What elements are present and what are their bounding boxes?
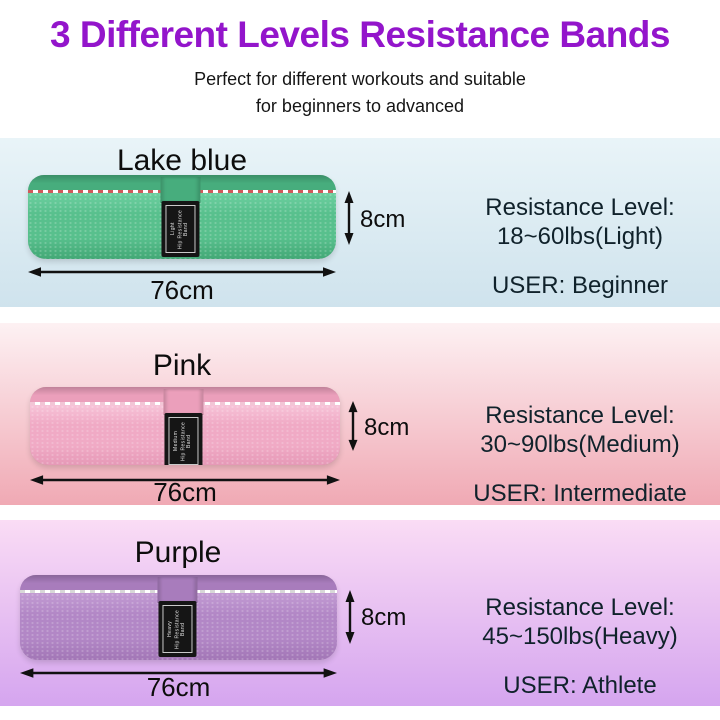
band-tag-text: Heavy Hip Resistance Band [161,605,192,653]
section-divider [0,505,720,520]
width-arrow-icon [28,267,336,277]
subtitle-line-1: Perfect for different workouts and suita… [194,69,526,89]
arrow-head [345,632,355,644]
band-info: Resistance Level: 45~150lbs(Heavy) USER:… [443,593,717,700]
arrow-head [326,475,340,485]
band-tag-loop [160,177,201,203]
width-dimension-label: 76cm [153,477,217,507]
band-info: Resistance Level: 30~90lbs(Medium) USER:… [443,401,717,508]
height-dimension-label: 8cm [360,206,406,233]
resistance-level-title: Resistance Level: [485,402,675,429]
width-arrow-icon [30,475,340,485]
section-purple: Purple Heavy Hip Resistance Band 8cm 76c [0,520,720,706]
arrow-head [344,233,354,245]
height-arrow-icon [348,401,358,451]
width-dimension-label: 76cm [146,672,211,702]
subtitle-line-2: for beginners to advanced [255,96,465,116]
arrow-head [28,267,41,277]
height-dimension-label: 8cm [364,414,410,441]
section-divider [0,307,720,323]
resistance-band-image: Medium Hip Resistance Band [30,387,340,465]
band-tag: Medium Hip Resistance Band [164,413,203,465]
page-title: 3 Different Levels Resistance Bands [50,14,670,55]
tag-level-text: Light [170,222,177,236]
width-arrow-icon [20,668,337,678]
arrow-head [348,439,358,451]
user-level: USER: Athlete [503,672,657,699]
resistance-level-value: 18~60lbs(Light) [496,223,664,250]
band-tag: Heavy Hip Resistance Band [157,601,196,657]
band-color-name: Lake blue [116,144,248,177]
footer-strip [0,706,720,720]
band-tag: Light Hip Resistance Band [161,201,200,257]
tag-brand-text: Hip Resistance Band [174,609,186,649]
section-lake-blue: Lake blue Light Hip Resistance Band 8cm [0,138,720,307]
resistance-level-value: 30~90lbs(Medium) [480,431,680,458]
tag-level-text: Heavy [166,620,173,638]
arrow-head [20,668,34,678]
width-dimension-label: 76cm [150,275,214,305]
resistance-band-image: Light Hip Resistance Band [28,175,336,259]
height-arrow-icon [344,191,354,245]
arrow-head [30,475,44,485]
tag-brand-text: Hip Resistance Band [177,209,190,249]
band-color-name: Pink [152,349,212,382]
section-pink: Pink Medium Hip Resistance Band 8cm 76cm [0,323,720,508]
user-level: USER: Beginner [491,272,669,299]
arrow-head [345,590,355,602]
arrow-head [344,191,354,203]
height-dimension-label: 8cm [361,604,407,631]
band-tag-loop [156,577,197,603]
band-color-name: Purple [134,536,222,569]
resistance-band-image: Heavy Hip Resistance Band [20,575,337,660]
band-tag-text: Medium Hip Resistance Band [168,417,199,465]
tag-brand-text: Hip Resistance Band [180,421,193,461]
header-area: 3 Different Levels Resistance Bands Perf… [0,0,720,138]
height-arrow-icon [345,590,355,644]
arrow-head [348,401,358,413]
resistance-level-title: Resistance Level: [485,594,675,621]
resistance-level-title: Resistance Level: [485,194,675,221]
arrow-head [323,267,336,277]
band-tag-text: Light Hip Resistance Band [165,205,196,253]
tag-level-text: Medium [173,430,180,452]
user-level: USER: Intermediate [473,480,687,507]
band-info: Resistance Level: 18~60lbs(Light) USER: … [443,193,717,300]
resistance-level-value: 45~150lbs(Heavy) [482,623,678,650]
page-subtitle: Perfect for different workouts and suita… [0,66,720,120]
arrow-head [323,668,337,678]
band-tag-loop [163,389,204,415]
